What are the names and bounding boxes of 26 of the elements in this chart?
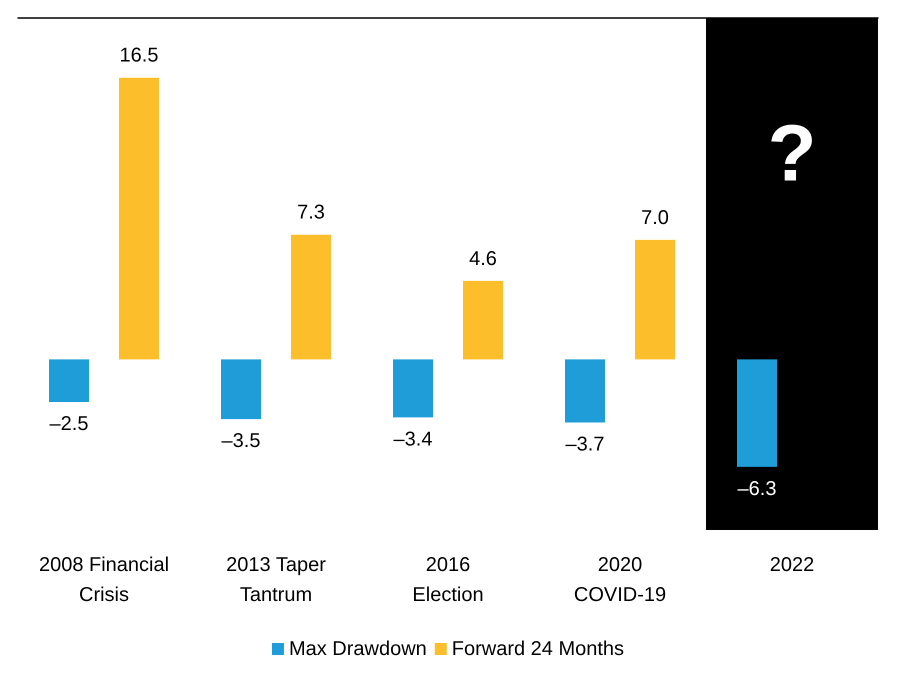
data-label: 7.0: [641, 206, 669, 229]
data-label: –3.5: [222, 430, 260, 452]
data-label: 7.3: [297, 202, 325, 224]
data-label: 16.5: [120, 44, 158, 67]
bar: [463, 280, 503, 360]
band-label: ?: [768, 108, 816, 198]
data-label: –3.7: [566, 433, 604, 456]
x-tick-label: 2020 COVID-19: [574, 554, 666, 606]
data-label: –3.4: [394, 428, 432, 450]
bar: [635, 240, 675, 360]
x-tick-label: 2016 Election: [412, 554, 484, 606]
bar: [737, 359, 777, 467]
bar: [221, 359, 261, 420]
x-tick-label: 2022: [770, 554, 814, 576]
bar: [565, 359, 605, 422]
data-label: –6.3: [738, 478, 776, 500]
data-label: –2.5: [50, 413, 88, 435]
data-label: 4.6: [469, 248, 497, 270]
bar: [119, 78, 159, 360]
legend-label: Forward 24 Months: [452, 638, 624, 660]
bar: [291, 234, 331, 360]
x-tick-label: 2008 Financial Crisis: [38, 554, 170, 606]
bar: [393, 359, 433, 418]
bar: [49, 359, 89, 402]
x-tick-label: 2013 Taper Tantrum: [226, 554, 326, 606]
legend-label: Max Drawdown: [288, 638, 427, 660]
